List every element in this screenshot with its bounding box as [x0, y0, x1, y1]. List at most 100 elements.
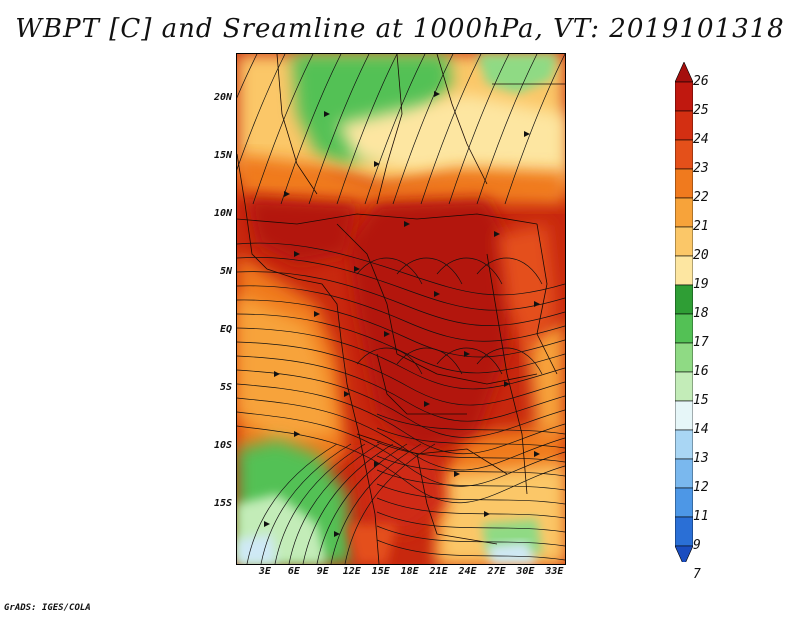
border-2 — [376, 54, 403, 205]
colorbar-label: 21 — [693, 219, 709, 234]
colorbar-label: 26 — [693, 74, 709, 89]
lat-tick-label: 10N — [213, 208, 232, 220]
border-9 — [356, 433, 508, 475]
lon-tick-label: 6E — [287, 566, 300, 577]
streamline-arrow — [504, 381, 510, 387]
lat-tick-label: 20N — [213, 92, 232, 104]
colorbar-segment — [675, 400, 693, 431]
streamlines — [237, 54, 565, 564]
colorbar — [675, 62, 693, 562]
streamline — [336, 54, 398, 205]
streamline-arrow — [484, 511, 490, 517]
streamline — [237, 299, 565, 358]
streamline-arrow — [524, 131, 530, 137]
streamline-arrow — [324, 111, 330, 117]
streamline — [376, 483, 565, 505]
wbpt-region-pale-yellow-band — [337, 94, 565, 179]
streamline — [376, 539, 565, 561]
colorbar-segment — [675, 168, 693, 199]
wbpt-region-angola-red — [357, 444, 447, 534]
streamline — [316, 443, 408, 564]
streamline — [274, 443, 366, 564]
lat-tick-label: 15N — [213, 150, 232, 162]
streamline-arrow — [374, 161, 380, 167]
streamline — [376, 455, 565, 477]
grads-credit: GrADS: IGES/COLA — [4, 603, 91, 613]
streamline — [376, 497, 565, 519]
border-5 — [237, 213, 538, 225]
streamline — [396, 257, 463, 285]
streamline — [237, 411, 565, 487]
colorbar-label: 17 — [693, 335, 709, 350]
lon-tick-label: 30E — [516, 566, 535, 577]
streamline — [420, 54, 482, 205]
colorbar-label: 23 — [693, 161, 709, 176]
streamline — [237, 54, 258, 99]
streamline — [344, 443, 436, 564]
streamline — [376, 511, 565, 533]
streamline — [436, 257, 503, 285]
streamline — [376, 469, 565, 491]
lat-tick-label: 10S — [213, 440, 232, 452]
wbpt-region-congo-deep-red — [347, 199, 517, 454]
streamline — [476, 257, 543, 285]
wbpt-region-sahel-orange — [237, 154, 565, 204]
country-borders — [237, 54, 565, 564]
lon-tick-label: 24E — [458, 566, 477, 577]
colorbar-label: 24 — [693, 132, 709, 147]
streamline-arrow — [314, 311, 320, 317]
streamline — [436, 347, 503, 375]
streamline-arrow — [294, 251, 300, 257]
colorbar-segment — [675, 545, 693, 562]
colorbar-segment — [675, 110, 693, 141]
border-10 — [416, 453, 498, 545]
colorbar-label: 11 — [693, 509, 709, 524]
streamline-arrow — [434, 91, 440, 97]
streamline — [288, 443, 380, 564]
streamline — [356, 257, 423, 285]
streamline — [396, 347, 463, 375]
lon-tick-label: 27E — [487, 566, 506, 577]
colorbar-label: 20 — [693, 248, 709, 263]
streamline — [476, 54, 538, 205]
streamline — [308, 54, 370, 205]
streamline-arrow — [284, 191, 290, 197]
colorbar-segment — [675, 371, 693, 402]
streamline — [246, 443, 338, 564]
streamline — [280, 54, 342, 205]
streamline-arrow — [434, 291, 440, 297]
lat-tick-label: 5S — [219, 382, 232, 394]
wbpt-region-se-pale-blue — [487, 542, 537, 564]
colorbar-label: 19 — [693, 277, 709, 292]
colorbar-label: 25 — [693, 103, 709, 118]
wbpt-map — [237, 54, 565, 564]
streamline-arrow — [534, 451, 540, 457]
lon-tick-label: 15E — [371, 566, 390, 577]
wbpt-region-east-orange-red — [497, 224, 557, 354]
colorbar-label: 14 — [693, 422, 709, 437]
colorbar-label: 13 — [693, 451, 709, 466]
streamline-arrow — [384, 331, 390, 337]
streamline — [252, 54, 314, 205]
streamline — [237, 285, 565, 342]
streamline-arrow — [424, 401, 430, 407]
colorbar-segment — [675, 81, 693, 112]
colorbar-label: 9 — [693, 538, 701, 553]
streamline-arrow — [274, 371, 280, 377]
streamline — [237, 341, 565, 406]
lon-tick-label: 18E — [400, 566, 419, 577]
streamline — [392, 54, 454, 205]
streamline-arrow — [404, 221, 410, 227]
streamline — [237, 257, 565, 311]
streamline — [364, 54, 426, 205]
colorbar-segment — [675, 139, 693, 170]
colorbar-segment — [675, 516, 693, 547]
wbpt-region-gulf-light-orange — [237, 294, 337, 444]
border-11 — [376, 353, 467, 415]
streamline — [376, 413, 565, 435]
colorbar-segment — [675, 487, 693, 518]
streamline — [237, 383, 565, 455]
streamline — [237, 54, 286, 171]
streamline-arrow — [374, 461, 380, 467]
streamline-arrow — [534, 301, 540, 307]
